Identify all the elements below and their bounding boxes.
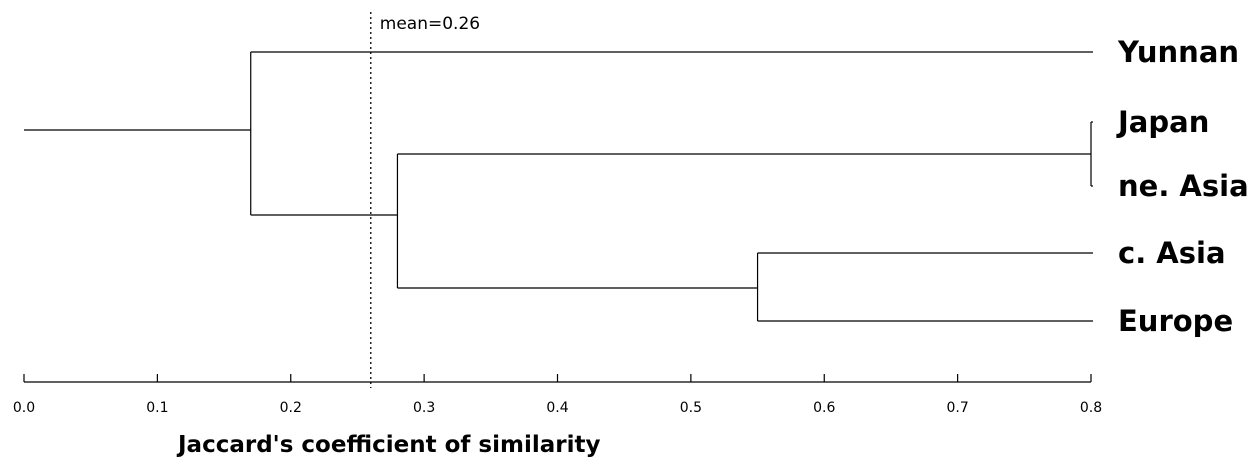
x-tick-label: 0.2 [280, 400, 302, 416]
x-tick-label: 0.3 [413, 400, 435, 416]
leaf-label: Yunnan [1117, 35, 1239, 69]
x-tick-label: 0.1 [146, 400, 168, 416]
x-tick-label: 0.8 [1080, 400, 1102, 416]
leaf-label: c. Asia [1118, 236, 1226, 270]
x-tick-label: 0.6 [813, 400, 835, 416]
x-axis-title: Jaccard's coefficient of similarity [178, 432, 601, 458]
leaf-label: Japan [1116, 105, 1209, 139]
leaf-label: ne. Asia [1118, 169, 1249, 203]
mean-reference-label: mean=0.26 [380, 14, 480, 34]
x-tick-label: 0.0 [13, 400, 35, 416]
x-tick-label: 0.7 [946, 400, 968, 416]
leaf-label: Europe [1118, 304, 1233, 338]
x-tick-label: 0.4 [546, 400, 568, 416]
x-tick-label: 0.5 [680, 400, 702, 416]
